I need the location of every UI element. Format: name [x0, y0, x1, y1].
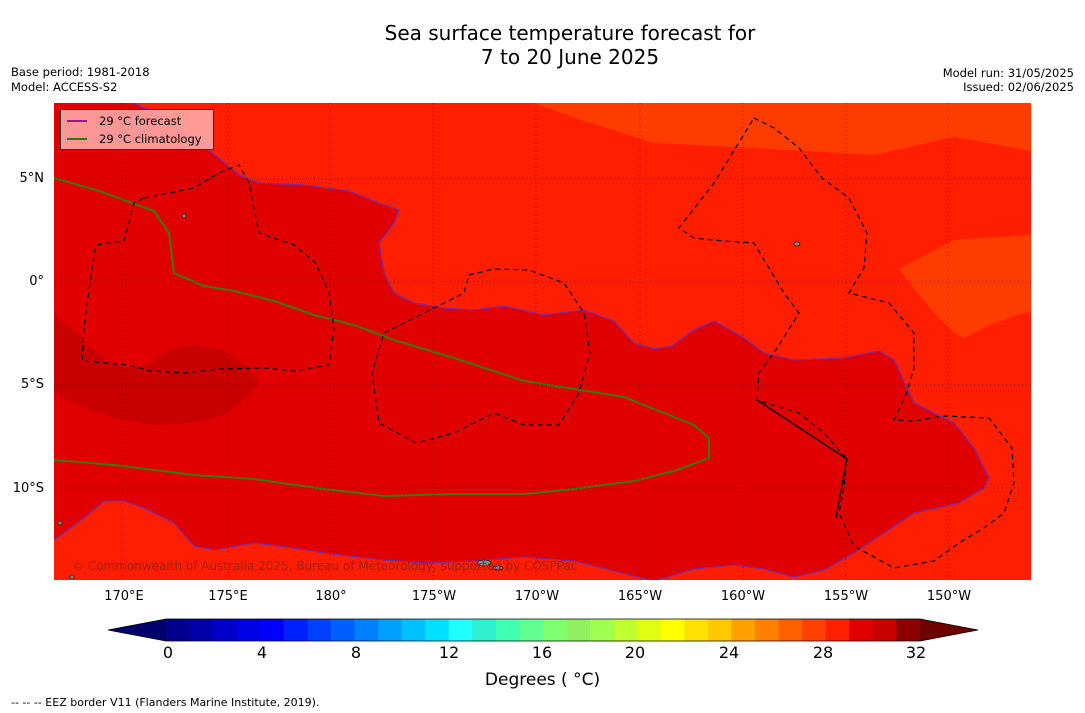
forecast-29c-contour: [54, 103, 990, 580]
colorbar-segment: [825, 619, 850, 641]
colorbar-segment: [472, 619, 497, 641]
colorbar-segment: [307, 619, 332, 641]
lon-label-170w: 170°W: [514, 589, 560, 604]
eez-border-central: [371, 268, 591, 444]
colorbar-tick: 8: [350, 643, 362, 662]
colorbar-segment: [755, 619, 780, 641]
colorbar-tick: 0: [162, 643, 174, 662]
issued-text: Issued: 02/06/2025: [963, 80, 1074, 94]
copyright-notice: © Commonwealth of Australia 2025, Bureau…: [72, 559, 578, 573]
colorbar-segment: [872, 619, 897, 641]
islands: [57, 213, 801, 580]
colorbar-segment: [189, 619, 214, 641]
colorbar-tick: 20: [624, 643, 646, 662]
colorbar-tick: 16: [531, 643, 553, 662]
colorbar-segment: [590, 619, 615, 641]
climatology-29c-contour: [54, 177, 710, 498]
forecast-line-swatch: [67, 119, 87, 122]
legend-climatology-label: 29 °C climatology: [99, 132, 202, 146]
lon-label-175w: 175°W: [411, 589, 457, 604]
eez-border-east: [678, 117, 1015, 569]
sst-27-28-region-east: [899, 235, 1031, 338]
colorbar-segment: [731, 619, 756, 641]
colorbar-segment: [778, 619, 803, 641]
lat-label-5n: 5°N: [19, 171, 45, 186]
colorbar-segment: [566, 619, 591, 641]
colorbar-segment: [213, 619, 238, 641]
colorbar-over-triangle: [920, 619, 978, 641]
colorbar-segment: [448, 619, 473, 641]
climatology-line-swatch: [67, 137, 87, 140]
colorbar-segment: [849, 619, 874, 641]
map-gridlines: [54, 103, 1031, 580]
colorbar-tick: 32: [905, 643, 927, 662]
sst-map-svg: [54, 103, 1031, 580]
colorbar-label: Degrees ( °C): [484, 670, 601, 690]
lon-label-165w: 165°W: [617, 589, 663, 604]
map-title-line2: 7 to 20 June 2025: [480, 45, 660, 69]
colorbar-tick: 4: [256, 643, 268, 662]
colorbar-segment: [495, 619, 520, 641]
sst-30-31-region: [54, 315, 259, 425]
sst-27-28-region-north: [534, 103, 1031, 155]
map-title-line1: Sea surface temperature forecast for: [384, 21, 756, 45]
colorbar-segment: [613, 619, 638, 641]
colorbar-segment: [543, 619, 568, 641]
lon-label-180: 180°: [315, 589, 347, 604]
lat-label-5s: 5°S: [20, 377, 44, 392]
colorbar-segment: [260, 619, 285, 641]
model-text: Model: ACCESS-S2: [11, 80, 118, 94]
lon-label-160w: 160°W: [720, 589, 766, 604]
colorbar-segment: [802, 619, 827, 641]
eez-borders: [81, 117, 1015, 569]
lat-label-0: 0°: [29, 274, 44, 289]
eez-border-solid-segment: [756, 399, 848, 519]
legend-item-climatology: 29 °C climatology: [67, 132, 202, 146]
colorbar-segment: [896, 619, 921, 641]
eez-border-west: [81, 164, 335, 374]
colorbar-segment: [166, 619, 191, 641]
lon-label-175e: 175°E: [208, 589, 248, 604]
colorbar-tick: 28: [812, 643, 834, 662]
legend-forecast-label: 29 °C forecast: [99, 114, 182, 128]
sst-29-30-region: [54, 103, 989, 580]
colorbar-segment: [684, 619, 709, 641]
lon-label-155w: 155°W: [823, 589, 869, 604]
lon-label-150w: 150°W: [926, 589, 972, 604]
lat-label-10s: 10°S: [12, 481, 44, 496]
legend-item-forecast: 29 °C forecast: [67, 114, 181, 128]
colorbar-segment: [354, 619, 379, 641]
colorbar-segment: [660, 619, 685, 641]
colorbar-segment: [378, 619, 403, 641]
colorbar-segment: [637, 619, 662, 641]
base-period-text: Base period: 1981-2018: [11, 65, 150, 79]
colorbar-segment: [425, 619, 450, 641]
colorbar-segment: [519, 619, 544, 641]
colorbar-tick: 24: [718, 643, 740, 662]
model-run-text: Model run: 31/05/2025: [942, 66, 1074, 80]
colorbar-outline: [108, 618, 978, 642]
colorbar: [108, 618, 978, 642]
colorbar-tick: 12: [438, 643, 460, 662]
map-legend: 29 °C forecast 29 °C climatology: [60, 109, 214, 150]
colorbar-segment: [401, 619, 426, 641]
eez-border-note: -- -- -- EEZ border V11 (Flanders Marine…: [11, 696, 320, 709]
sst-map: [54, 103, 1031, 580]
colorbar-segment: [330, 619, 355, 641]
colorbar-under-triangle: [108, 619, 166, 641]
lon-label-170e: 170°E: [104, 589, 144, 604]
colorbar-segment: [236, 619, 261, 641]
colorbar-segment: [707, 619, 732, 641]
colorbar-segment: [283, 619, 308, 641]
